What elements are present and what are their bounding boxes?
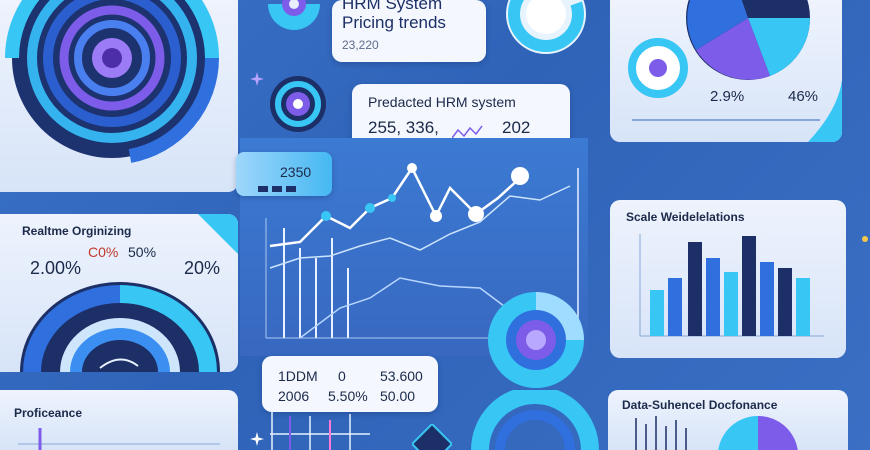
bottom-right-chart: [635, 415, 798, 450]
stats-r1-c2: 0: [338, 368, 346, 384]
corner-icon: [198, 214, 238, 254]
sparkle-icon: [250, 432, 264, 446]
pie-label-left: 2.9%: [710, 88, 745, 105]
predicted-title: Predacted HRM system: [368, 94, 516, 110]
series-line-c: [299, 277, 521, 339]
ring-card: [0, 0, 238, 192]
sparkle-icon: [250, 72, 264, 86]
stats-table: 1DDM 0 53.600 2006 5.50% 50.00: [262, 356, 438, 412]
bar-chart: [639, 234, 824, 337]
predicted-value-b: 202: [502, 118, 531, 137]
bottom-right-card: Data-Suhencel Docfonance: [608, 390, 848, 450]
realtime-title: Realtme Orginizing: [22, 224, 132, 238]
predicted-value-a: 255, 336,: [368, 118, 439, 137]
stats-r2-c3: 50.00: [380, 388, 416, 404]
series-line-a: [269, 165, 521, 248]
main-line-chart: [265, 163, 580, 339]
bottom-right-title: Data-Suhencel Docfonance: [622, 398, 778, 412]
stats-r1-c1: 1DDM: [278, 368, 318, 384]
donut-icon: [270, 76, 326, 132]
chart-value-label: 2350: [280, 164, 312, 180]
stats-r1-c3: 53.600: [380, 368, 423, 384]
bars: [283, 228, 349, 338]
pie-card: 2.9% 46%: [610, 0, 842, 142]
donut-icon: [506, 0, 586, 54]
header-value: 23,220: [342, 38, 379, 52]
chart-value-chip: 2350: [236, 152, 332, 196]
header-title-line1: HRM System: [342, 0, 443, 13]
bar-card-title: Scale Weidelelations: [626, 210, 745, 224]
realtime-pct-center-b: 50%: [128, 244, 157, 260]
stats-r2-c2: 5.50%: [328, 388, 368, 404]
diamond-icon: [412, 424, 452, 450]
realtime-pct-right: 20%: [184, 258, 221, 278]
pie-icon: [628, 0, 842, 142]
realtime-pct-left: 2.00%: [30, 258, 82, 278]
legend-icon: [258, 186, 296, 192]
series-line-b: [269, 185, 571, 269]
stats-r2-c1: 2006: [278, 388, 310, 404]
proficiency-chart: [18, 428, 220, 450]
predicted-card: Predacted HRM system 255, 336, 202: [352, 84, 570, 148]
spark-icon: [452, 125, 483, 139]
arc-icon: [471, 390, 599, 450]
bar-card: Scale Weidelelations: [610, 200, 846, 358]
pie-label-right: 46%: [788, 88, 819, 105]
bottom-line-chart: [270, 410, 370, 450]
header-card: HRM System Pricing trends 23,220: [332, 0, 486, 62]
proficiency-title: Proficeance: [14, 406, 83, 420]
gauge-chart: [20, 282, 220, 372]
realtime-card: Realtme Orginizing 2.00% C0% 50% 20%: [0, 214, 238, 372]
donut-icon: [488, 292, 584, 388]
accent-dot: [862, 236, 868, 242]
proficiency-card: Proficeance: [0, 390, 238, 450]
ring-icon: [5, 0, 219, 163]
realtime-pct-center-a: C0%: [88, 244, 119, 260]
header-title-line2: Pricing trends: [342, 13, 446, 32]
gear-icon: [268, 0, 320, 30]
